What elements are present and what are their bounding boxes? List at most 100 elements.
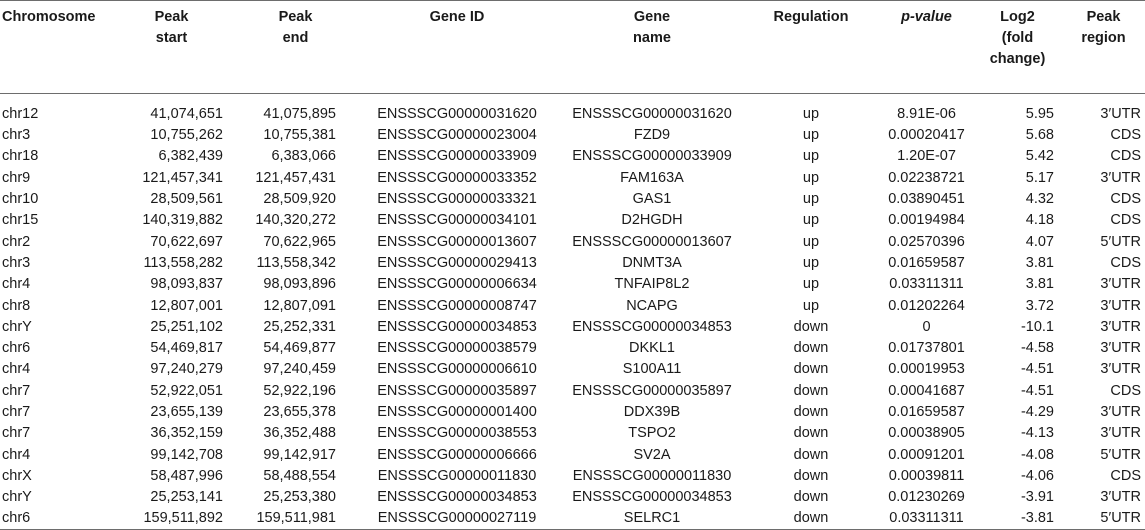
cell-gene-name: DDX39B [623,404,681,420]
cell-gene-id: ENSSSCG00000029413 [377,254,537,271]
cell-peak-start: 97,240,279 [150,361,223,378]
cell-log2-fold-change: -3.81 [1020,510,1054,527]
cell-p-value: 0.02570396 [888,233,965,250]
header-peak-region: Peak region [1081,9,1126,46]
cell-peak-region: CDS [1110,127,1141,144]
cell-p-value: 0.01737801 [888,340,965,357]
cell-peak-region: 5′UTR [1100,446,1141,463]
cell-peak-region: 3′UTR [1100,361,1141,378]
cell-gene-id: ENSSSCG00000008747 [377,297,537,314]
cell-gene-id: ENSSSCG00000035897 [377,382,537,399]
header-gene-name: Gene name [633,9,671,46]
cell-peak-start: 10,755,262 [150,127,223,144]
cell-gene-name: TSPO2 [628,425,676,442]
cell-p-value: 0.03890451 [888,191,965,208]
cell-peak-end: 113,558,342 [256,254,336,271]
cell-peak-start: 113,558,282 [143,254,223,271]
cell-peak-end: 23,655,378 [263,404,336,420]
cell-gene-id: ENSSSCG00000033352 [377,169,537,186]
table-row: chr4 99,142,708 99,142,917 ENSSSCG000000066… [0,444,1145,465]
cell-chromosome: chr7 [2,404,31,420]
cell-gene-name: GAS1 [632,191,672,208]
header-p-value: p-value [901,9,952,25]
table-row: chr7 23,655,139 23,655,378 ENSSSCG000000014… [0,402,1145,423]
cell-peak-region: 3′UTR [1100,276,1141,293]
cell-log2-fold-change: 4.07 [1025,233,1054,250]
cell-peak-end: 58,488,554 [263,467,336,484]
cell-log2-fold-change: 3.72 [1025,297,1054,314]
table-row: chr6 159,511,892 159,511,981 ENSSSCG0000002… [0,508,1145,530]
cell-peak-start: 121,457,341 [142,169,223,186]
cell-peak-region: 3′UTR [1100,404,1141,420]
cell-regulation: down [793,446,829,463]
cell-peak-end: 121,457,431 [255,169,336,186]
cell-p-value: 0.02238721 [888,169,965,186]
cell-peak-start: 70,622,697 [150,233,223,250]
cell-chromosome: chr4 [2,276,31,293]
cell-gene-name: TNFAIP8L2 [614,276,690,293]
cell-chromosome: chr9 [2,169,31,186]
cell-gene-name: DNMT3A [622,254,682,271]
cell-regulation: up [802,191,820,208]
cell-peak-region: 5′UTR [1100,510,1141,527]
cell-peak-start: 159,511,892 [143,510,223,527]
cell-gene-id: ENSSSCG00000031620 [377,106,537,122]
cell-p-value: 0.00020417 [888,127,965,144]
cell-p-value: 0.03311311 [889,276,964,293]
cell-log2-fold-change: 5.95 [1025,106,1054,122]
table-header: Chromosome Peak start Peak end Gene ID G… [0,0,1145,94]
cell-gene-id: ENSSSCG00000006634 [377,276,537,293]
cell-log2-fold-change: -4.58 [1020,340,1054,357]
cell-gene-id: ENSSSCG00000034853 [377,318,537,335]
header-regulation: Regulation [773,9,849,25]
cell-gene-name: ENSSSCG00000031620 [572,106,732,122]
cell-gene-name: FAM163A [620,169,684,186]
table-row: chr4 97,240,279 97,240,459 ENSSSCG000000066… [0,359,1145,380]
table-row: chr3 10,755,262 10,755,381 ENSSSCG000000230… [0,125,1145,146]
cell-gene-id: ENSSSCG00000011830 [377,467,537,484]
cell-gene-name: FZD9 [633,127,671,144]
cell-gene-name: SV2A [633,446,671,463]
table-body: chr12 41,074,651 41,075,895 ENSSSCG00000031… [0,94,1145,530]
cell-p-value: 0.00038905 [888,425,965,442]
cell-gene-id: ENSSSCG00000038553 [377,425,537,442]
cell-p-value: 8.91E-06 [897,106,956,122]
cell-chromosome: chr3 [2,254,31,271]
cell-peak-start: 52,922,051 [150,382,223,399]
cell-log2-fold-change: -4.13 [1020,425,1054,442]
cell-peak-region: 3′UTR [1100,169,1141,186]
cell-gene-id: ENSSSCG00000013607 [377,233,537,250]
header-row: Chromosome Peak start Peak end Gene ID G… [0,0,1145,94]
cell-log2-fold-change: -4.51 [1020,361,1054,378]
cell-peak-start: 54,469,817 [150,340,223,357]
cell-log2-fold-change: 4.18 [1025,212,1054,229]
cell-gene-id: ENSSSCG00000006666 [377,446,537,463]
cell-gene-id: ENSSSCG00000033321 [377,191,537,208]
table-row: chr7 36,352,159 36,352,488 ENSSSCG000000385… [0,423,1145,444]
cell-peak-region: 3′UTR [1100,297,1141,314]
cell-log2-fold-change: -4.06 [1020,467,1054,484]
cell-peak-region: CDS [1110,467,1141,484]
header-gene-id: Gene ID [429,9,485,25]
table-row: chr4 98,093,837 98,093,896 ENSSSCG000000066… [0,274,1145,295]
cell-p-value: 0.00039811 [888,467,965,484]
cell-regulation: up [802,127,820,144]
cell-log2-fold-change: -10.1 [1020,318,1054,335]
cell-gene-name: SELRC1 [623,510,681,527]
cell-p-value: 0.01230269 [888,489,965,506]
cell-regulation: up [802,106,820,122]
cell-gene-id: ENSSSCG00000033909 [377,148,537,165]
cell-chromosome: chr2 [2,233,31,250]
table-row: chr6 54,469,817 54,469,877 ENSSSCG000000385… [0,338,1145,359]
cell-peak-start: 98,093,837 [150,276,223,293]
table-row: chr18 6,382,439 6,383,066 ENSSSCG0000003390… [0,146,1145,167]
cell-peak-end: 28,509,920 [263,191,336,208]
cell-chromosome: chrY [2,489,32,506]
cell-log2-fold-change: 3.81 [1025,254,1054,271]
cell-log2-fold-change: 4.32 [1025,191,1054,208]
cell-chromosome: chr4 [2,361,31,378]
cell-chromosome: chr12 [2,106,39,122]
table-row: chr10 28,509,561 28,509,920 ENSSSCG00000033… [0,189,1145,210]
cell-gene-id: ENSSSCG00000038579 [377,340,537,357]
